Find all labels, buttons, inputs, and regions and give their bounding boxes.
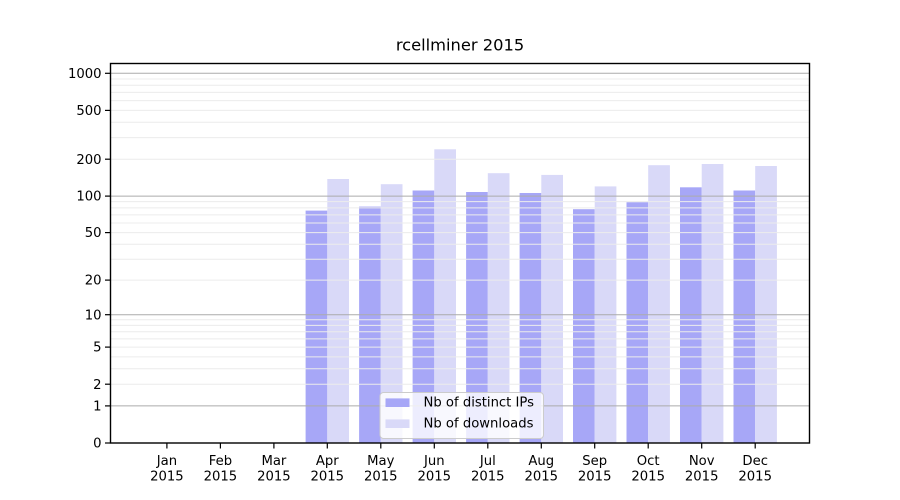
year-label: 2015 bbox=[578, 470, 612, 485]
bar-downloads-nov bbox=[701, 164, 724, 443]
y-tick-label: 0 bbox=[93, 437, 101, 452]
bar-distinct-ips-jun bbox=[412, 190, 435, 443]
year-label: 2015 bbox=[150, 470, 184, 485]
y-tick-label: 10 bbox=[85, 308, 102, 323]
y-tick-label: 1 bbox=[93, 400, 101, 415]
legend-label-downloads: Nb of downloads bbox=[424, 417, 534, 432]
month-label: Jun bbox=[423, 454, 445, 469]
x-tick-label-oct: Oct 2015 bbox=[631, 454, 665, 485]
bar-distinct-ips-dec bbox=[733, 190, 756, 443]
year-label: 2015 bbox=[257, 470, 291, 485]
month-label: Apr bbox=[316, 454, 339, 469]
x-tick-label-mar: Mar 2015 bbox=[257, 454, 291, 485]
legend-label-distinct-ips: Nb of distinct IPs bbox=[424, 396, 535, 411]
year-label: 2015 bbox=[311, 470, 345, 485]
bar-downloads-may bbox=[380, 184, 403, 443]
year-label: 2015 bbox=[525, 470, 559, 485]
legend: Nb of distinct IPs Nb of downloads bbox=[379, 392, 544, 439]
year-label: 2015 bbox=[471, 470, 505, 485]
chart-title: rcellminer 2015 bbox=[396, 36, 524, 55]
bar-downloads-jul bbox=[487, 173, 510, 443]
year-label: 2015 bbox=[204, 470, 238, 485]
x-tick-label-dec: Dec 2015 bbox=[738, 454, 772, 485]
month-label: May bbox=[367, 454, 394, 469]
x-tick-label-apr: Apr 2015 bbox=[311, 454, 345, 485]
month-label: Aug bbox=[528, 454, 554, 469]
x-tick-label-nov: Nov 2015 bbox=[685, 454, 719, 485]
month-label: Feb bbox=[209, 454, 232, 469]
year-label: 2015 bbox=[364, 470, 398, 485]
bar-distinct-ips-aug bbox=[519, 193, 542, 443]
bars-layer bbox=[305, 149, 777, 444]
bar-downloads-aug bbox=[541, 174, 563, 443]
month-label: Mar bbox=[261, 454, 286, 469]
x-tick-label-may: May 2015 bbox=[364, 454, 398, 485]
y-axis: 0 1 2 5 10 20 50 100 200 500 1000 bbox=[68, 67, 111, 452]
year-label: 2015 bbox=[738, 470, 772, 485]
legend-swatch-distinct-ips bbox=[385, 398, 410, 407]
month-label: Nov bbox=[689, 454, 715, 469]
x-tick-label-sep: Sep 2015 bbox=[578, 454, 612, 485]
y-tick-label: 100 bbox=[76, 190, 101, 205]
month-label: Dec bbox=[742, 454, 768, 469]
year-label: 2015 bbox=[418, 470, 452, 485]
plot-border bbox=[109, 62, 811, 444]
bar-distinct-ips-may bbox=[359, 206, 381, 443]
year-label: 2015 bbox=[631, 470, 665, 485]
bar-distinct-ips-oct bbox=[626, 202, 649, 443]
month-label: Jul bbox=[479, 454, 496, 469]
y-tick-label: 5 bbox=[93, 341, 101, 356]
year-label: 2015 bbox=[685, 470, 719, 485]
legend-box bbox=[379, 392, 544, 439]
x-tick-label-aug: Aug 2015 bbox=[525, 454, 559, 485]
bar-downloads-dec bbox=[755, 166, 777, 443]
y-tick-label: 500 bbox=[76, 104, 101, 119]
month-label: Sep bbox=[582, 454, 607, 469]
month-label: Oct bbox=[637, 454, 660, 469]
legend-swatch-downloads bbox=[385, 419, 410, 428]
bar-distinct-ips-jul bbox=[466, 192, 488, 443]
month-label: Jan bbox=[156, 454, 177, 469]
x-tick-label-jul: Jul 2015 bbox=[471, 454, 505, 485]
y-tick-label: 20 bbox=[85, 274, 102, 289]
bar-downloads-apr bbox=[327, 179, 349, 443]
x-tick-label-feb: Feb 2015 bbox=[204, 454, 238, 485]
x-tick-label-jan: Jan 2015 bbox=[150, 454, 184, 485]
bar-distinct-ips-apr bbox=[305, 210, 328, 443]
y-tick-label: 200 bbox=[76, 153, 101, 168]
y-tick-label: 2 bbox=[93, 378, 101, 393]
gridlines-layer bbox=[110, 72, 810, 407]
y-tick-label: 50 bbox=[85, 226, 102, 241]
y-tick-label: 1000 bbox=[68, 67, 102, 82]
x-tick-label-jun: Jun 2015 bbox=[418, 454, 452, 485]
bar-downloads-oct bbox=[648, 165, 670, 443]
